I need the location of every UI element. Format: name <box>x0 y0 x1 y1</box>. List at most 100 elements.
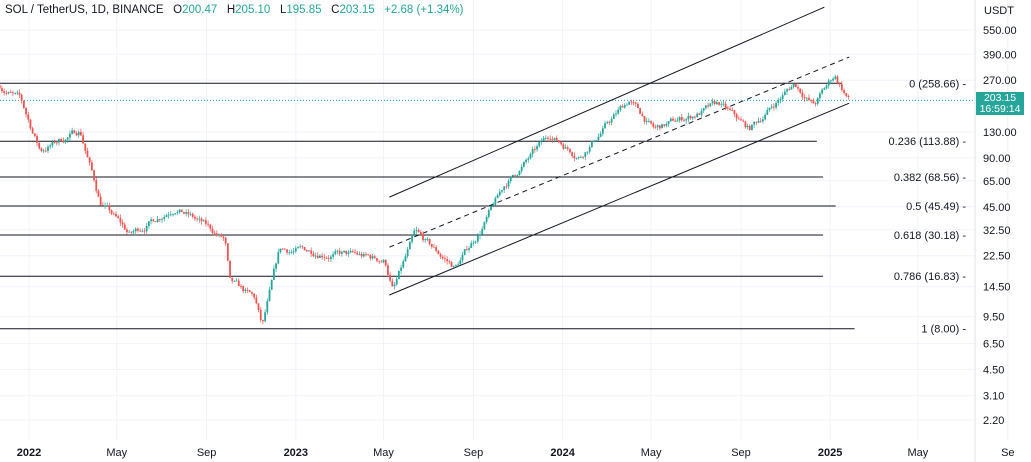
grid <box>0 0 1009 440</box>
time-axis[interactable]: 2022 May Sep 2023 May Sep 2024 May Sep 2025 May Se <box>17 447 1015 459</box>
candle-body <box>847 96 850 98</box>
close-label: C <box>331 4 340 16</box>
candle-body <box>825 85 828 89</box>
candle-body <box>797 86 799 89</box>
candle-body <box>512 174 514 177</box>
candle-body <box>606 122 609 124</box>
candle-body <box>185 212 188 214</box>
candle-body <box>658 125 661 129</box>
candle-body <box>816 98 819 104</box>
candle-body <box>233 280 236 282</box>
candle-body <box>623 104 626 108</box>
candle-body <box>540 140 543 142</box>
candle-body <box>569 148 571 153</box>
price-axis[interactable]: 550.00 390.00 270.00 130.00 90.00 65.00 45.00 3… <box>983 25 1017 427</box>
candle-body <box>652 123 655 127</box>
candle-body <box>12 92 14 94</box>
open-label: O <box>173 4 183 16</box>
candle-body <box>9 92 12 94</box>
candle-body <box>582 156 584 158</box>
candle-body <box>257 303 260 310</box>
candle-body <box>44 150 47 152</box>
candle-body <box>1 88 3 92</box>
candle-body <box>683 119 685 121</box>
candle-body <box>718 102 720 105</box>
candle-body <box>200 218 203 222</box>
candle-body <box>71 130 74 134</box>
channel-upper-line <box>389 6 825 198</box>
candle-body <box>84 143 87 151</box>
candle-body <box>367 254 370 256</box>
candle-body <box>183 212 185 214</box>
candle-body <box>229 260 231 278</box>
candle-body <box>470 243 473 248</box>
candle-body <box>503 186 506 191</box>
candle-body <box>384 259 387 266</box>
price-tick-label: 4.50 <box>983 364 1004 376</box>
time-tick-label: 2022 <box>17 447 41 459</box>
candle-body <box>53 141 56 143</box>
price-tick-label: 90.00 <box>983 153 1011 165</box>
candle-body <box>132 231 135 233</box>
candle-body <box>187 212 190 215</box>
candle-body <box>590 141 593 148</box>
candle-body <box>838 82 841 85</box>
candle-body <box>531 149 534 154</box>
candle-body <box>428 239 431 245</box>
candle-body <box>64 139 67 143</box>
fib-retracement[interactable]: 0 (258.66) - 0.236 (113.88) - 0.382 (68.56… <box>0 78 966 336</box>
candle-body <box>391 280 394 287</box>
candle-body <box>14 92 17 94</box>
time-tick-label: May <box>106 447 127 459</box>
candle-body <box>253 293 256 298</box>
fib-level-label: 1 (8.00) - <box>921 324 966 336</box>
candle-body <box>663 124 666 126</box>
candle-body <box>788 89 791 91</box>
candle-body <box>286 249 288 253</box>
last-price: 203.15 <box>983 92 1017 104</box>
candle-body <box>93 170 95 181</box>
candle-body <box>479 234 481 236</box>
candle-body <box>270 279 273 290</box>
candle-body <box>356 252 359 255</box>
candle-body <box>340 252 343 254</box>
fib-level-label: 0.5 (45.49) - <box>906 201 966 213</box>
candle-body <box>645 120 648 122</box>
candle-body <box>444 258 446 260</box>
candle-body <box>604 123 606 129</box>
candle-body <box>527 158 530 160</box>
candle-body <box>389 274 392 281</box>
candle-body <box>685 119 688 121</box>
candle-body <box>305 250 308 252</box>
time-tick-label: 2024 <box>550 447 575 459</box>
candle-body <box>840 84 843 91</box>
candle-body <box>562 144 565 149</box>
candle-body <box>575 158 578 159</box>
candle-body <box>501 190 503 192</box>
candle-body <box>88 157 91 163</box>
candle-body <box>481 228 484 235</box>
candle-body <box>360 253 363 257</box>
candle-body <box>492 204 495 207</box>
candle-body <box>768 107 771 110</box>
candle-body <box>505 186 508 188</box>
candle-body <box>641 113 644 117</box>
candle-body <box>294 248 297 252</box>
price-tick-label: 390.00 <box>983 49 1017 61</box>
price-tick-label: 2.20 <box>983 415 1004 427</box>
candle-body <box>330 256 332 259</box>
low-value: 195.85 <box>286 4 322 16</box>
parallel-channel[interactable] <box>389 6 850 296</box>
candle-body <box>742 120 745 122</box>
candle-body <box>465 249 468 250</box>
candle-body <box>455 265 457 266</box>
currency-label[interactable]: USDT <box>984 5 1014 17</box>
candle-body <box>123 224 126 230</box>
candle-body <box>77 131 80 136</box>
candle-body <box>551 139 554 141</box>
candle-body <box>325 257 328 259</box>
candle-body <box>314 255 317 257</box>
candle-body <box>121 222 124 225</box>
candle-body <box>275 263 277 269</box>
